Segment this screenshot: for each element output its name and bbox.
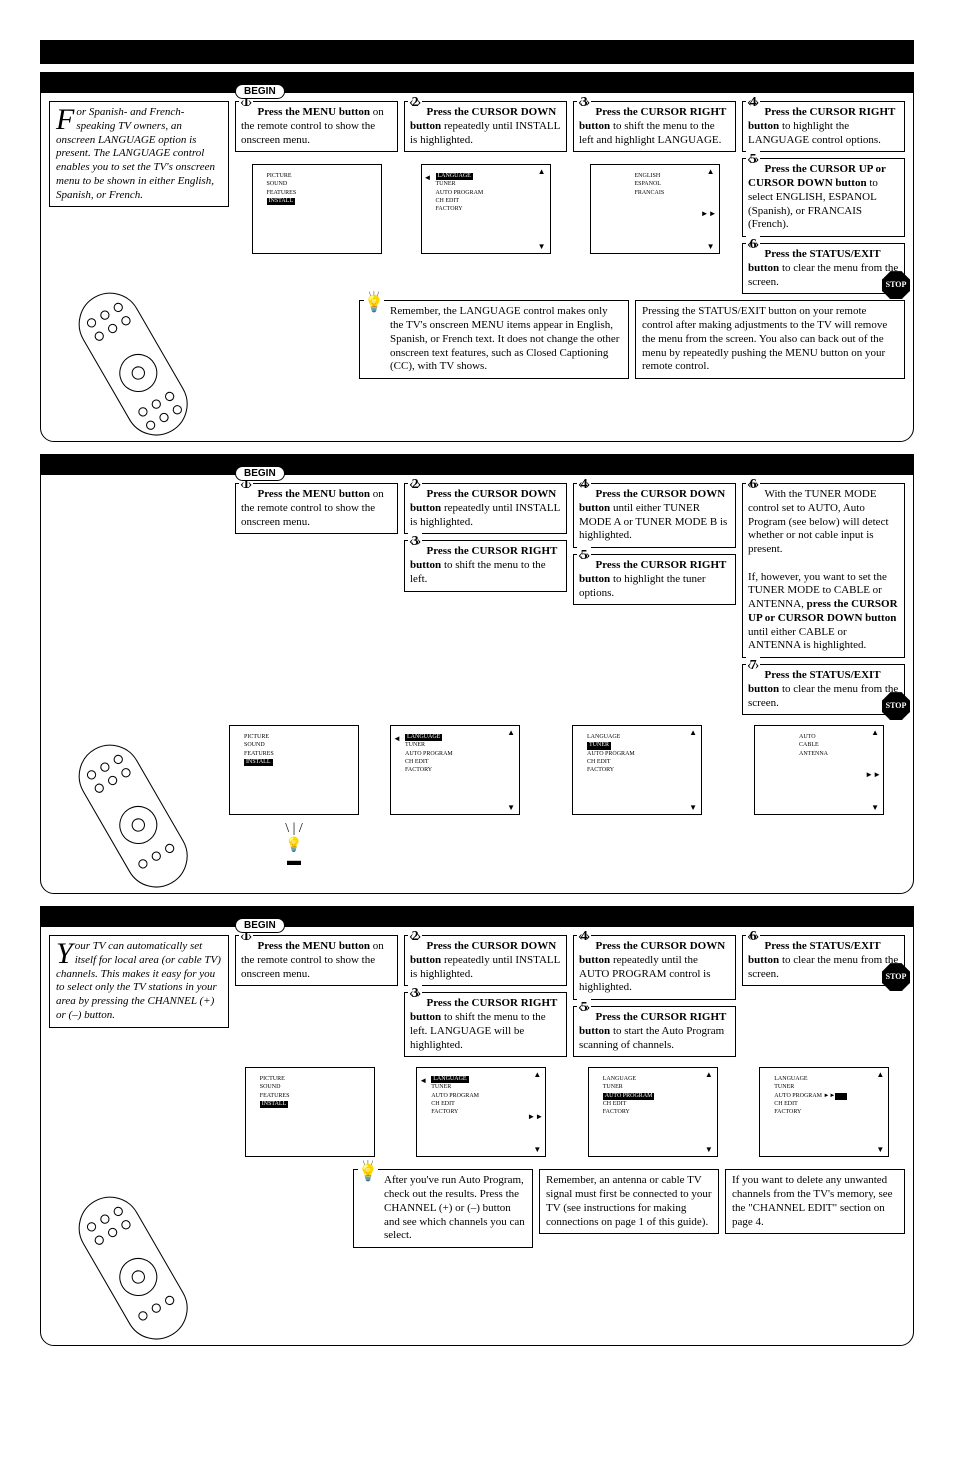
page-header-bar <box>40 40 914 64</box>
step-4: 4 Press the CURSOR RIGHT button to highl… <box>742 101 905 152</box>
section-heading <box>40 906 914 926</box>
step-4: 4 Press the CURSOR DOWN button until eit… <box>573 483 736 548</box>
step-6: 6 Press the STATUS/EXIT button to clear … <box>742 935 905 986</box>
osd-tuner-menu: ▲▼ LANGUAGETUNERAUTO PROGRAMCH EDITFACTO… <box>572 725 702 815</box>
osd-install-menu: ▲◄▼ LANGUAGETUNERAUTO PROGRAMCH EDITFACT… <box>390 725 520 815</box>
step-1: 1 Press the MENU button on the remote co… <box>235 101 398 152</box>
remote-illustration <box>47 724 232 889</box>
step-6: 6 With the TUNER MODE control set to AUT… <box>742 483 905 658</box>
step-5: 5 Press the CURSOR UP or CURSOR DOWN but… <box>742 158 905 237</box>
stop-badge: STOP <box>882 963 910 991</box>
remote-illustration <box>47 272 232 437</box>
section-language: BEGIN For Spanish- and French-speaking T… <box>40 72 914 442</box>
osd-install-menu: ▲◄►►▼ LANGUAGETUNERAUTO PROGRAMCH EDITFA… <box>416 1067 546 1157</box>
section-heading <box>40 454 914 474</box>
lightbulb-icon: \ | /💡▬ <box>285 821 303 869</box>
step-3: 3 Press the CURSOR RIGHT button to shift… <box>573 101 736 152</box>
intro-text: Your TV can automatically set itself for… <box>49 935 229 1028</box>
step-4: 4 Press the CURSOR DOWN button repeatedl… <box>573 935 736 1000</box>
osd-main-menu: PICTURESOUNDFEATURESINSTALL <box>245 1067 375 1157</box>
note-delete: If you want to delete any unwanted chann… <box>725 1169 905 1234</box>
step-5: 5 Press the CURSOR RIGHT button to start… <box>573 1006 736 1057</box>
begin-badge: BEGIN <box>235 84 285 99</box>
stop-badge: STOP <box>882 271 910 299</box>
step-5: 5 Press the CURSOR RIGHT button to highl… <box>573 554 736 605</box>
osd-language-menu: ▲►►▼ ENGLISHESPANOLFRANCAIS <box>590 164 720 254</box>
note-status-exit: Pressing the STATUS/EXIT button on your … <box>635 300 905 379</box>
osd-main-menu: PICTURESOUNDFEATURESINSTALL <box>229 725 359 815</box>
step-1: 1 Press the MENU button on the remote co… <box>235 483 398 534</box>
step-2: 2 Press the CURSOR DOWN button repeatedl… <box>404 101 567 152</box>
osd-main-menu: PICTURESOUNDFEATURESINSTALL <box>252 164 382 254</box>
lightbulb-icon: \ | /💡 <box>358 1160 378 1182</box>
note-language: \ | /💡 Remember, the LANGUAGE control ma… <box>359 300 629 379</box>
intro-body: our TV can automatically set itself for … <box>56 940 221 1021</box>
osd-scanning: ▲▼ LANGUAGETUNERAUTO PROGRAM ►► CH EDITF… <box>759 1067 889 1157</box>
lightbulb-icon: \ | /💡 <box>364 291 384 313</box>
intro-text: For Spanish- and French-speaking TV owne… <box>49 101 229 207</box>
step-6: 6 Press the STATUS/EXIT button to clear … <box>742 243 905 294</box>
section-autoprogram: BEGIN Your TV can automatically set itse… <box>40 906 914 1346</box>
note-antenna: Remember, an antenna or cable TV signal … <box>539 1169 719 1234</box>
step-7: 7 Press the STATUS/EXIT button to clear … <box>742 664 905 715</box>
stop-badge: STOP <box>882 692 910 720</box>
osd-autoprogram: ▲▼ LANGUAGETUNERAUTO PROGRAMCH EDITFACTO… <box>588 1067 718 1157</box>
step-1: 1 Press the MENU button on the remote co… <box>235 935 398 986</box>
section-heading <box>40 72 914 92</box>
step-2: 2 Press the CURSOR DOWN button repeatedl… <box>404 483 567 534</box>
section-tuner: BEGIN 1 Press the MENU button on the rem… <box>40 454 914 894</box>
osd-tuner-options: ▲►►▼ AUTOCABLEANTENNA <box>754 725 884 815</box>
intro-body: or Spanish- and French-speaking TV owner… <box>56 106 215 201</box>
begin-badge: BEGIN <box>235 918 285 933</box>
begin-badge: BEGIN <box>235 466 285 481</box>
note-results: \ | /💡 After you've run Auto Program, ch… <box>353 1169 533 1248</box>
step-3: 3 Press the CURSOR RIGHT button to shift… <box>404 540 567 591</box>
remote-illustration <box>47 1176 232 1341</box>
step-2: 2 Press the CURSOR DOWN button repeatedl… <box>404 935 567 986</box>
step-3: 3 Press the CURSOR RIGHT button to shift… <box>404 992 567 1057</box>
osd-install-menu: ▲◄▼ LANGUAGETUNERAUTO PROGRAMCH EDITFACT… <box>421 164 551 254</box>
